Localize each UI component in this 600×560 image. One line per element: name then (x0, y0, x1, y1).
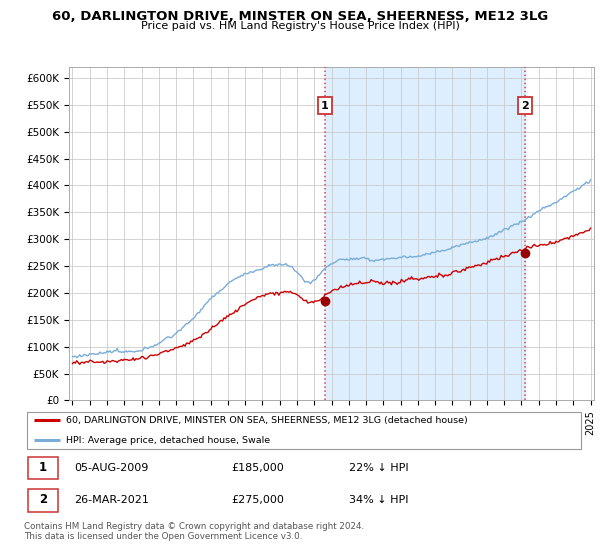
Text: 2: 2 (39, 493, 47, 506)
Text: 22% ↓ HPI: 22% ↓ HPI (349, 463, 409, 473)
Text: 1: 1 (39, 461, 47, 474)
Text: £185,000: £185,000 (232, 463, 284, 473)
Text: £275,000: £275,000 (232, 495, 284, 505)
Text: 1: 1 (321, 100, 328, 110)
FancyBboxPatch shape (28, 489, 58, 512)
Text: Contains HM Land Registry data © Crown copyright and database right 2024.
This d: Contains HM Land Registry data © Crown c… (24, 522, 364, 542)
Text: 60, DARLINGTON DRIVE, MINSTER ON SEA, SHEERNESS, ME12 3LG (detached house): 60, DARLINGTON DRIVE, MINSTER ON SEA, SH… (66, 416, 468, 424)
Text: HPI: Average price, detached house, Swale: HPI: Average price, detached house, Swal… (66, 436, 270, 445)
Text: 05-AUG-2009: 05-AUG-2009 (74, 463, 149, 473)
Text: 60, DARLINGTON DRIVE, MINSTER ON SEA, SHEERNESS, ME12 3LG: 60, DARLINGTON DRIVE, MINSTER ON SEA, SH… (52, 10, 548, 22)
Text: 34% ↓ HPI: 34% ↓ HPI (349, 495, 409, 505)
Bar (325, 67, 526, 400)
Text: 2: 2 (521, 100, 529, 110)
Text: 26-MAR-2021: 26-MAR-2021 (74, 495, 149, 505)
FancyBboxPatch shape (27, 412, 581, 449)
FancyBboxPatch shape (28, 457, 58, 479)
Text: Price paid vs. HM Land Registry's House Price Index (HPI): Price paid vs. HM Land Registry's House … (140, 21, 460, 31)
